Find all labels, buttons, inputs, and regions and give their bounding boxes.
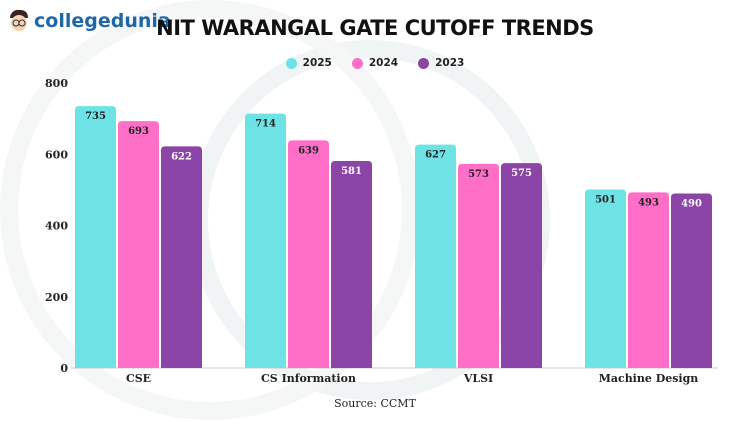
y-tick-label: 800 [45, 77, 68, 90]
bar-2024 [118, 121, 159, 369]
y-tick-label: 400 [45, 220, 68, 233]
legend-label: 2024 [368, 57, 399, 69]
bar-2023 [501, 163, 542, 368]
y-tick-label: 600 [45, 148, 68, 161]
data-label: 581 [341, 166, 362, 177]
chart-title: NIT WARANGAL GATE CUTOFF TRENDS [156, 16, 594, 40]
bar-2023 [331, 161, 372, 368]
y-tick-label: 0 [60, 362, 68, 375]
legend-label: 2023 [435, 57, 465, 69]
data-label: 573 [468, 169, 489, 180]
data-label: 714 [255, 119, 276, 130]
mascot-icon [10, 9, 28, 31]
data-label: 493 [638, 197, 659, 208]
bar-2024 [628, 192, 669, 368]
data-label: 622 [171, 151, 192, 162]
y-tick-label: 200 [45, 291, 68, 304]
bar-2025 [585, 189, 626, 368]
bar-chart: 0 200 400 600 800 735 693 622 CSE 714 639 581 CS Inf… [45, 77, 718, 385]
data-label: 639 [298, 145, 319, 156]
legend-swatch [285, 57, 297, 69]
x-tick-label: CSE [126, 372, 151, 385]
logo: collegedunia [8, 8, 171, 34]
legend-item: 2024 [351, 57, 399, 69]
bar-2025 [415, 144, 456, 368]
data-label: 501 [595, 195, 616, 206]
bar-2025 [245, 113, 286, 368]
data-label: 735 [85, 111, 106, 122]
legend-swatch [418, 57, 430, 69]
bar-2023 [671, 193, 712, 368]
logo-text: collegedunia [34, 10, 171, 32]
data-label: 627 [425, 150, 446, 161]
bar-2025 [75, 106, 116, 368]
data-label: 490 [681, 198, 702, 209]
legend-item: 2025 [285, 57, 332, 69]
bar-2023 [161, 146, 202, 368]
data-label: 693 [128, 126, 149, 137]
legend-label: 2025 [302, 57, 332, 69]
x-tick-label: Machine Design [599, 372, 699, 385]
data-label: 575 [511, 168, 532, 179]
x-tick-label: CS Information [261, 372, 356, 385]
x-tick-label: VLSI [463, 372, 493, 385]
legend-item: 2023 [418, 57, 464, 69]
legend: 2025 2024 2023 [250, 57, 500, 69]
bar-2024 [288, 140, 329, 368]
bar-2024 [458, 163, 499, 368]
source-note: Source: CCMT [334, 397, 416, 410]
legend-swatch [351, 57, 363, 69]
